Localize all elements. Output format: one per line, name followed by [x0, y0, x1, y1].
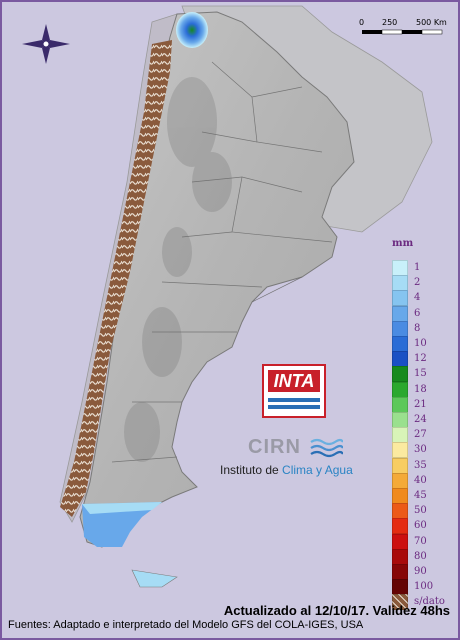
inta-logo-stripe — [268, 398, 320, 402]
no-data-region — [60, 40, 172, 517]
scale-label-250: 250 — [382, 18, 398, 27]
legend-label: 4 — [414, 292, 421, 304]
precip-region-south — [82, 502, 162, 547]
legend-swatch — [392, 594, 408, 611]
precip-region-south-light — [82, 502, 162, 514]
legend-swatch — [392, 533, 408, 550]
legend-label: 6 — [414, 307, 421, 319]
legend-swatch — [392, 412, 408, 428]
inta-logo-stripe — [268, 405, 320, 409]
legend-label: 2 — [414, 277, 421, 289]
legend-label: s/dato — [414, 596, 445, 608]
legend-item: 15 — [392, 366, 458, 383]
legend-label: 24 — [414, 414, 427, 425]
legend-swatch — [392, 305, 408, 322]
legend-item: 30 — [392, 442, 458, 459]
legend-swatch — [392, 366, 408, 383]
compass-rose-icon — [22, 24, 70, 64]
legend-label: 50 — [414, 505, 427, 517]
legend-item: 100 — [392, 579, 458, 596]
legend-item: 70 — [392, 533, 458, 550]
legend-swatch — [392, 518, 408, 535]
legend-label: 18 — [414, 383, 427, 395]
water-waves-icon — [310, 438, 345, 457]
legend-label: 60 — [414, 520, 427, 532]
legend-item: 35 — [392, 457, 458, 474]
precip-spot-north — [176, 12, 208, 48]
legend-swatch — [392, 336, 408, 352]
legend-swatch — [392, 290, 408, 307]
legend-swatch — [392, 564, 408, 580]
legend-label: 12 — [414, 353, 427, 365]
legend-label: 90 — [414, 566, 427, 577]
legend-item: 18 — [392, 381, 458, 398]
update-notice: Actualizado al 12/10/17. Validez 48hs — [223, 603, 450, 618]
legend-swatch — [392, 442, 408, 459]
legend-label: 21 — [414, 398, 427, 410]
legend-item: 12 — [392, 351, 458, 368]
legend-swatch — [392, 457, 408, 474]
sources-note: Fuentes: Adaptado e interpretado del Mod… — [8, 619, 364, 631]
terrain-shading — [124, 77, 232, 462]
institute-prefix: Instituto de — [220, 463, 283, 477]
legend-swatch — [392, 396, 408, 413]
scale-bar — [362, 29, 443, 35]
legend-item: 1 — [392, 260, 458, 276]
legend-item: 60 — [392, 518, 458, 535]
legend-item: 27 — [392, 427, 458, 444]
legend-swatch — [392, 351, 408, 368]
legend-item: 2 — [392, 275, 458, 292]
scale-label-0: 0 — [359, 18, 365, 27]
legend-swatch — [392, 503, 408, 520]
inta-logo: INTA — [262, 364, 326, 418]
legend-item: 6 — [392, 305, 458, 322]
cirn-logo-text: CIRN — [248, 436, 301, 458]
legend-label: 8 — [414, 322, 421, 334]
legend-item: 10 — [392, 336, 458, 352]
legend-item: 80 — [392, 548, 458, 565]
legend-item: s/dato — [392, 594, 458, 611]
legend-item: 24 — [392, 412, 458, 428]
legend-item: 21 — [392, 396, 458, 413]
legend-swatch — [392, 579, 408, 596]
legend-swatch — [392, 275, 408, 292]
institute-name: Instituto de Clima y Agua — [220, 463, 353, 477]
legend-item: 90 — [392, 564, 458, 580]
legend-label: 70 — [414, 535, 427, 547]
tierra-del-fuego — [131, 569, 178, 588]
legend-item: 50 — [392, 503, 458, 520]
legend-swatch — [392, 472, 408, 489]
province-borders — [111, 61, 333, 463]
legend-label: 100 — [414, 581, 434, 593]
inta-logo-text: INTA — [268, 370, 320, 392]
legend-label: 80 — [414, 550, 427, 562]
legend-label: 27 — [414, 429, 427, 441]
legend-label: 40 — [414, 474, 427, 486]
legend-swatch — [392, 427, 408, 444]
legend-swatch — [392, 381, 408, 398]
legend-item: 8 — [392, 320, 458, 337]
legend-swatch — [392, 488, 408, 504]
cirn-logo: CIRN — [248, 436, 345, 459]
scale-label-500: 500 Km — [416, 18, 447, 27]
legend-label: 10 — [414, 338, 427, 349]
legend-label: 35 — [414, 459, 427, 471]
legend-swatch — [392, 260, 408, 276]
legend-item: 40 — [392, 472, 458, 489]
institute-accent: Clima y Agua — [282, 463, 353, 477]
legend-unit: mm — [392, 238, 414, 249]
legend-label: 15 — [414, 368, 427, 380]
legend-item: 45 — [392, 488, 458, 504]
legend-label: 30 — [414, 444, 427, 456]
legend-label: 45 — [414, 490, 427, 501]
legend-swatch — [392, 548, 408, 565]
legend-swatch — [392, 320, 408, 337]
legend-item: 4 — [392, 290, 458, 307]
legend-label: 1 — [414, 262, 421, 273]
